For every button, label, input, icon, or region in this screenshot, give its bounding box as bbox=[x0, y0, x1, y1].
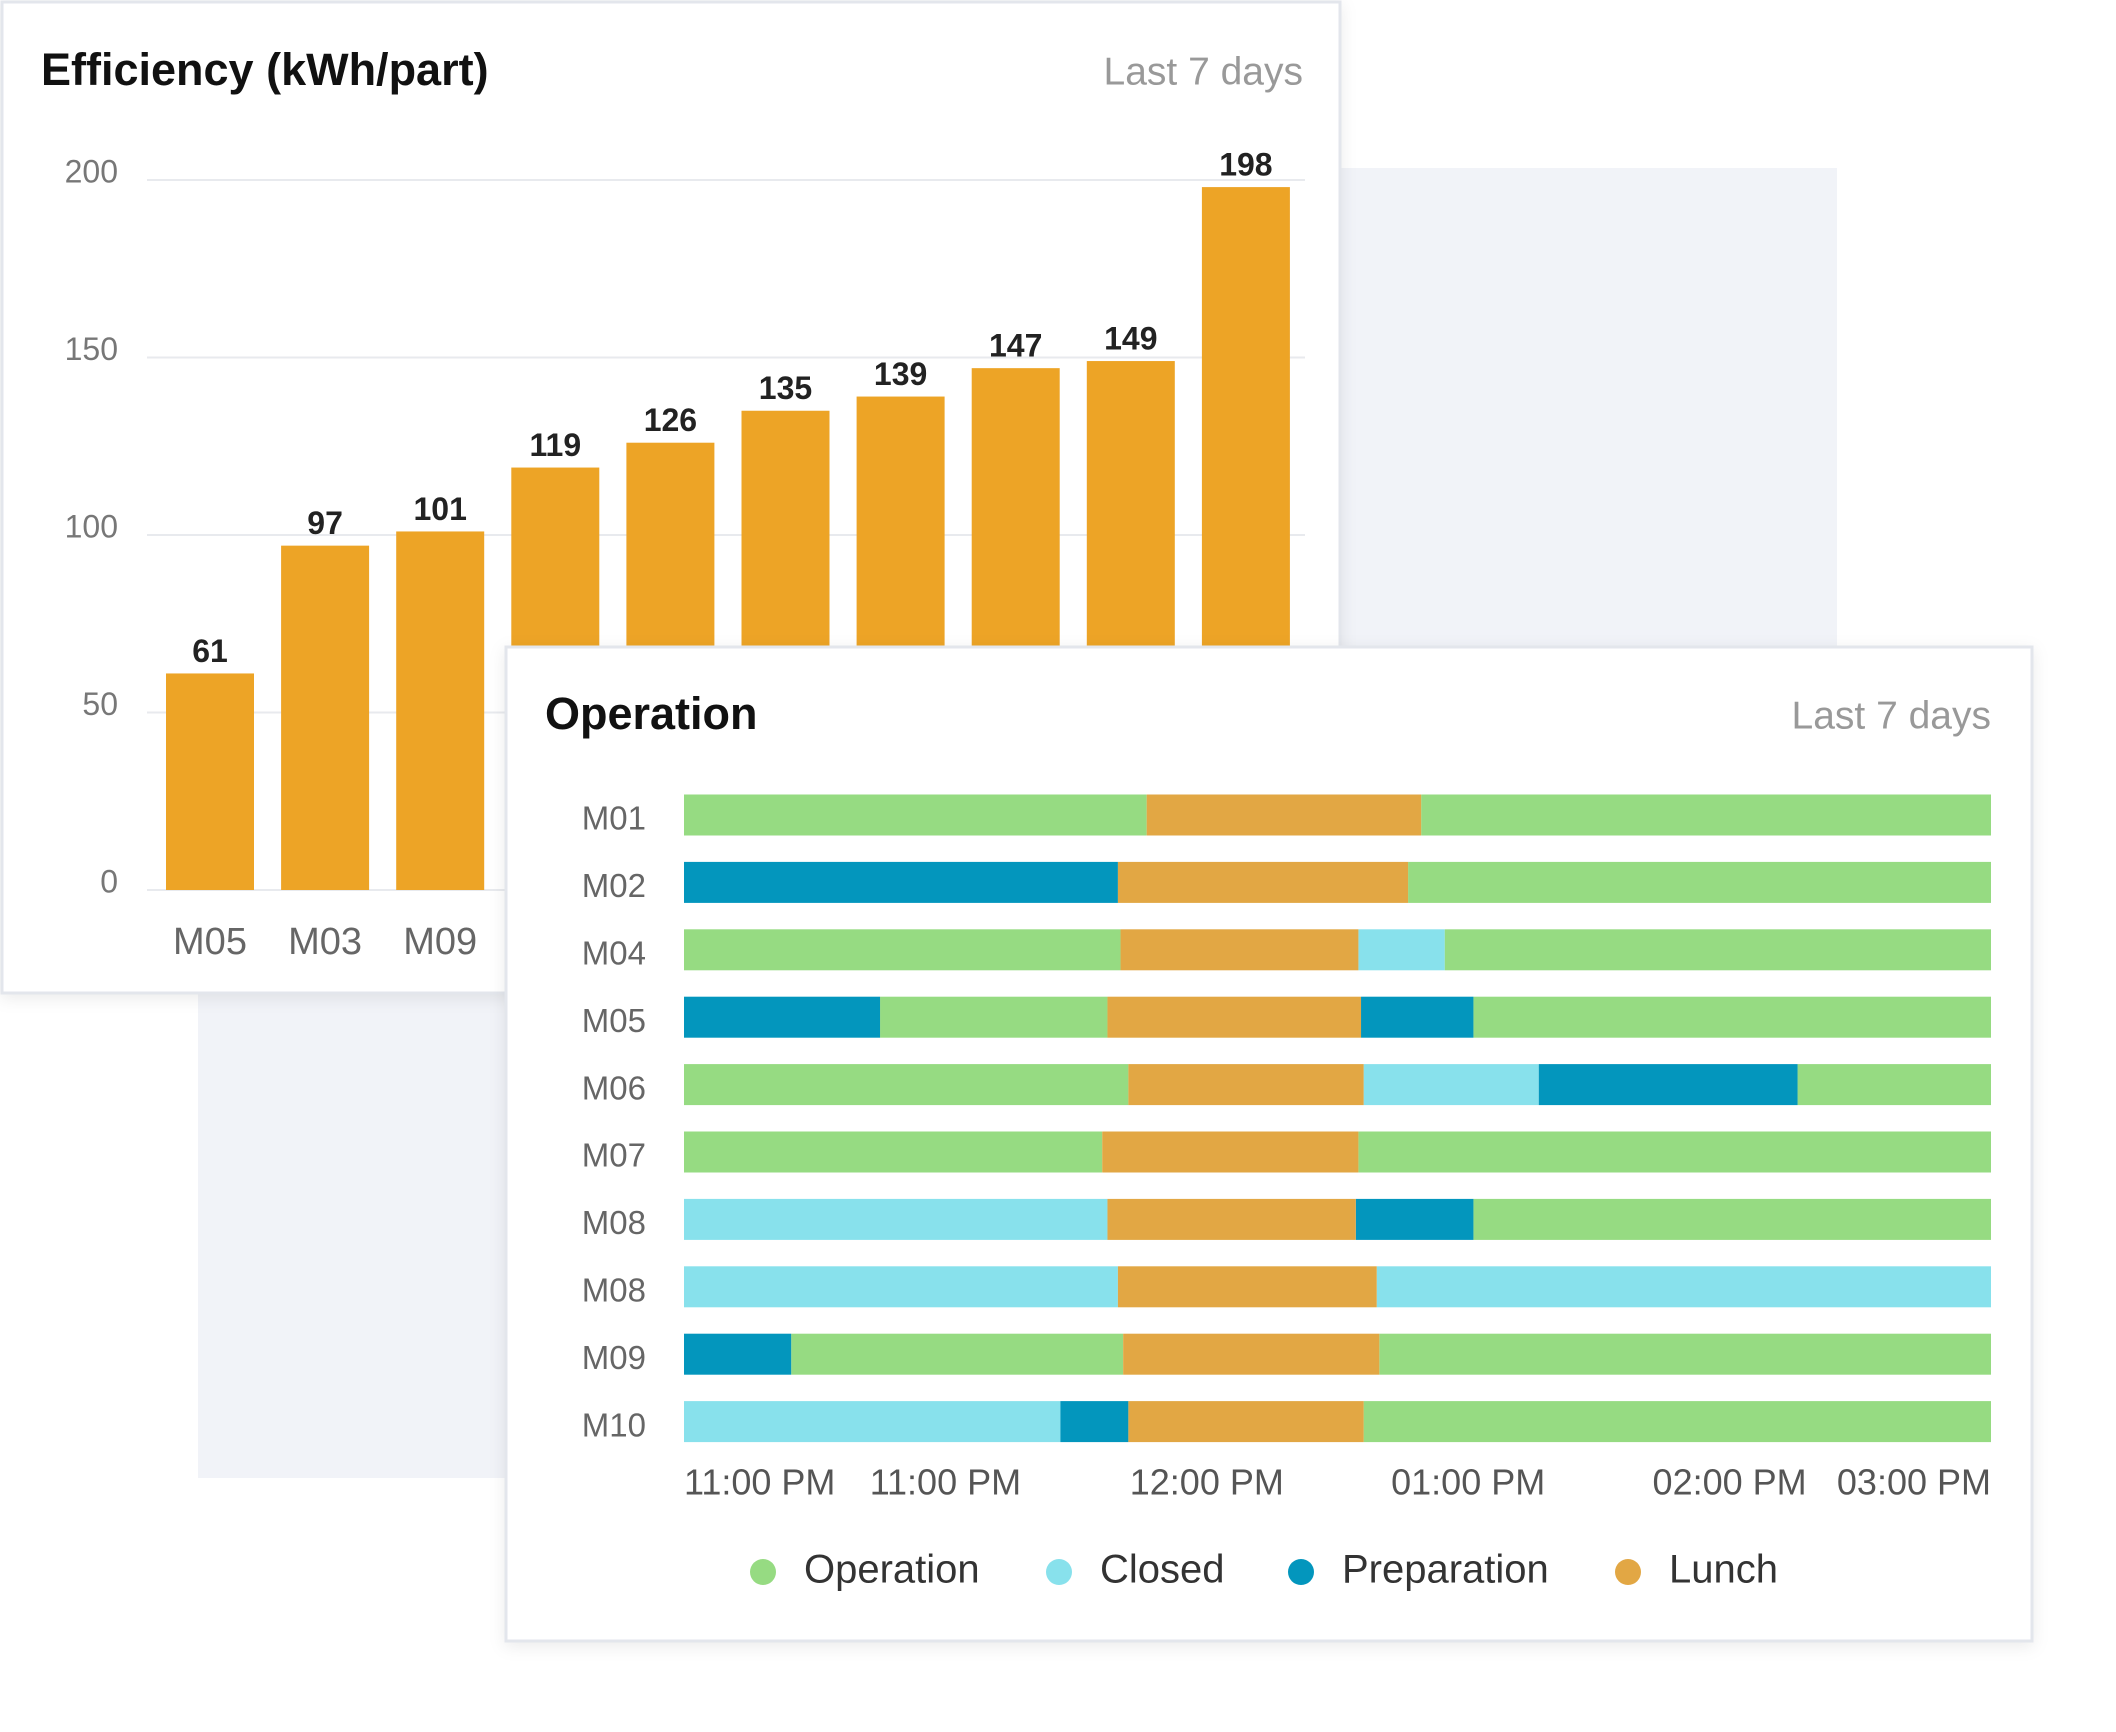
chart-subtitle: Last 7 days bbox=[1792, 694, 1991, 737]
chart-title: Efficiency (kWh/part) bbox=[41, 44, 489, 95]
x-tick-label: M05 bbox=[173, 921, 247, 963]
segment bbox=[1444, 929, 1991, 971]
segment bbox=[1107, 1198, 1356, 1240]
segment bbox=[1128, 1401, 1364, 1443]
operation-card: Operation Last 7 days M01 M02 M04 M05 M06 M07… bbox=[504, 645, 2034, 1643]
segment bbox=[1376, 1266, 1991, 1308]
legend-marker bbox=[1615, 1559, 1641, 1585]
segment bbox=[684, 861, 1118, 903]
x-tick-label: 12:00 PM bbox=[1130, 1462, 1284, 1503]
value-label: 135 bbox=[759, 370, 812, 406]
legend-label: Preparation bbox=[1342, 1548, 1549, 1592]
segment bbox=[1358, 1131, 1991, 1173]
legend-label: Lunch bbox=[1669, 1548, 1778, 1592]
row-label: M08 bbox=[582, 1272, 646, 1309]
x-tick-label: 11:00 PM bbox=[684, 1462, 835, 1503]
segment bbox=[1408, 861, 1991, 903]
row-label: M10 bbox=[582, 1406, 646, 1443]
row-label: M08 bbox=[582, 1204, 646, 1241]
value-label: 97 bbox=[307, 505, 343, 541]
segment bbox=[1355, 1198, 1474, 1240]
value-label: 149 bbox=[1104, 321, 1157, 357]
value-label: 119 bbox=[529, 427, 581, 463]
x-tick-label: 01:00 PM bbox=[1391, 1462, 1545, 1503]
y-tick-label: 150 bbox=[65, 331, 118, 367]
value-label: 198 bbox=[1219, 147, 1272, 183]
segment bbox=[1123, 1333, 1380, 1375]
segment bbox=[791, 1333, 1124, 1375]
chart-subtitle: Last 7 days bbox=[1104, 50, 1303, 93]
bar bbox=[281, 545, 370, 890]
legend-marker bbox=[1288, 1559, 1314, 1585]
segment bbox=[1363, 1064, 1539, 1106]
legend-label: Closed bbox=[1100, 1548, 1225, 1592]
segment bbox=[1379, 1333, 1991, 1375]
segment bbox=[684, 794, 1147, 836]
bar bbox=[396, 531, 485, 890]
row-label: M04 bbox=[582, 935, 646, 972]
segment bbox=[1060, 1401, 1129, 1443]
value-label: 101 bbox=[414, 491, 467, 527]
row-label: M07 bbox=[582, 1137, 646, 1174]
segment bbox=[1421, 794, 1991, 836]
value-label: 139 bbox=[874, 356, 927, 392]
x-tick-label: 03:00 PM bbox=[1837, 1462, 1991, 1503]
row-label: M01 bbox=[582, 800, 646, 837]
segment bbox=[1117, 861, 1409, 903]
value-label: 61 bbox=[192, 633, 228, 669]
segment bbox=[684, 1333, 792, 1375]
segment bbox=[684, 996, 881, 1038]
segment bbox=[1473, 996, 1991, 1038]
bar bbox=[166, 673, 254, 890]
efficiency-card: Efficiency (kWh/part) Last 7 days 0 50 100… bbox=[0, 0, 1342, 995]
y-tick-label: 200 bbox=[65, 153, 118, 189]
y-tick-label: 0 bbox=[100, 863, 118, 899]
segment bbox=[1361, 996, 1474, 1038]
segment bbox=[684, 1266, 1118, 1308]
segment bbox=[1797, 1064, 1991, 1106]
segment bbox=[684, 1198, 1108, 1240]
segment bbox=[1363, 1401, 1991, 1443]
segment bbox=[1538, 1064, 1798, 1106]
x-tick-label: 02:00 PM bbox=[1653, 1462, 1807, 1503]
segment bbox=[1358, 929, 1445, 971]
segment bbox=[1146, 794, 1422, 836]
value-label: 147 bbox=[989, 328, 1042, 364]
segment bbox=[684, 1131, 1103, 1173]
x-tick-label: M09 bbox=[403, 921, 477, 963]
segment bbox=[1107, 996, 1362, 1038]
segment bbox=[1102, 1131, 1359, 1173]
segment bbox=[1117, 1266, 1377, 1308]
legend-label: Operation bbox=[804, 1548, 980, 1592]
y-tick-label: 100 bbox=[65, 508, 118, 544]
row-label: M05 bbox=[582, 1002, 646, 1039]
segment bbox=[684, 1401, 1061, 1443]
legend-marker bbox=[750, 1559, 776, 1585]
segment bbox=[684, 929, 1121, 971]
legend-marker bbox=[1046, 1559, 1072, 1585]
segment bbox=[684, 1064, 1129, 1106]
y-tick-label: 50 bbox=[82, 686, 118, 722]
segment bbox=[1128, 1064, 1364, 1106]
value-label: 126 bbox=[644, 402, 697, 438]
row-label: M09 bbox=[582, 1339, 646, 1376]
segment bbox=[880, 996, 1108, 1038]
x-tick-label: M03 bbox=[288, 921, 362, 963]
row-label: M06 bbox=[582, 1069, 646, 1106]
chart-title: Operation bbox=[545, 688, 758, 739]
segment bbox=[1473, 1198, 1991, 1240]
x-tick-label: 11:00 PM bbox=[870, 1462, 1021, 1503]
row-label: M02 bbox=[582, 867, 646, 904]
segment bbox=[1120, 929, 1359, 971]
